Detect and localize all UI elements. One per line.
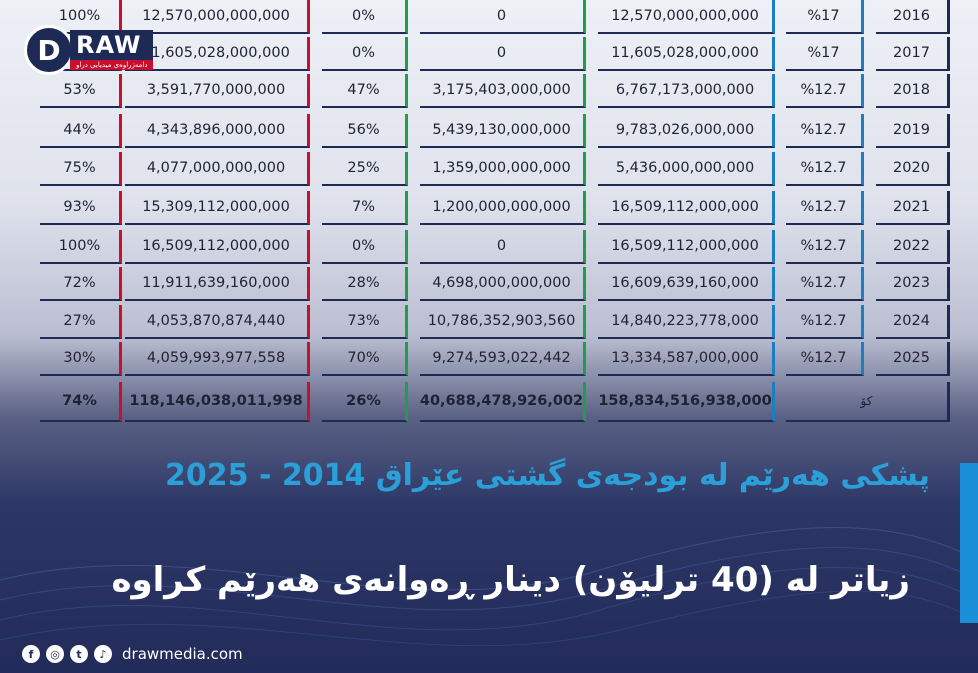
cell-region: 4,053,870,874,440 xyxy=(125,305,310,339)
cell-fed-pct: 0% xyxy=(322,230,408,264)
total-total: 158,834,516,938,000 xyxy=(598,382,775,422)
cell-fed: 3,175,403,000,000 xyxy=(420,74,586,108)
cell-region: 11,605,028,000,000 xyxy=(125,37,310,71)
cell-year: 2021 xyxy=(876,191,950,225)
cell-region-pct: 53% xyxy=(40,74,122,108)
table-row: 100% 16,509,112,000,000 0% 0 16,509,112,000,… xyxy=(0,230,978,264)
table-row: 75% 4,077,000,000,000 25% 1,359,000,000,000… xyxy=(0,152,978,186)
cell-fed: 4,698,000,000,000 xyxy=(420,267,586,301)
cell-fed-pct: 7% xyxy=(322,191,408,225)
headline-subtitle: زیاتر لە (40 ترلیۆن) دینار ڕەوانەی هەرێم… xyxy=(111,560,910,600)
table-row: 53% 3,591,770,000,000 47% 3,175,403,000,000… xyxy=(0,74,978,108)
total-region-pct: 74% xyxy=(40,382,122,422)
cell-region: 16,509,112,000,000 xyxy=(125,230,310,264)
cell-year: 2022 xyxy=(876,230,950,264)
cell-region-pct: 44% xyxy=(40,114,122,148)
cell-year: 2018 xyxy=(876,74,950,108)
total-fed: 40,688,478,926,002 xyxy=(420,382,586,422)
accent-bar xyxy=(960,463,978,623)
cell-region: 4,077,000,000,000 xyxy=(125,152,310,186)
cell-fed: 5,439,130,000,000 xyxy=(420,114,586,148)
cell-region-pct: 72% xyxy=(40,267,122,301)
table-row: 30% 4,059,993,977,558 70% 9,274,593,022,442… xyxy=(0,342,978,376)
cell-total: 16,609,639,160,000 xyxy=(598,267,775,301)
cell-rate: %12.7 xyxy=(786,191,864,225)
cell-fed-pct: 0% xyxy=(322,0,408,34)
headline-title: پشکی هەرێم لە بودجەی گشتی عێراق 2014 - 2… xyxy=(165,458,930,493)
cell-region: 3,591,770,000,000 xyxy=(125,74,310,108)
cell-total: 14,840,223,778,000 xyxy=(598,305,775,339)
cell-rate: %12.7 xyxy=(786,74,864,108)
website-link[interactable]: drawmedia.com xyxy=(122,645,243,663)
cell-rate: %12.7 xyxy=(786,152,864,186)
cell-rate: %12.7 xyxy=(786,342,864,376)
cell-fed: 1,200,000,000,000 xyxy=(420,191,586,225)
cell-fed: 10,786,352,903,560 xyxy=(420,305,586,339)
draw-logo: D RAW دامەزراوەی میدیایی دراو xyxy=(24,22,179,78)
cell-fed: 0 xyxy=(420,230,586,264)
cell-fed-pct: 0% xyxy=(322,37,408,71)
cell-fed-pct: 28% xyxy=(322,267,408,301)
cell-total: 5,436,000,000,000 xyxy=(598,152,775,186)
tiktok-icon[interactable]: ♪ xyxy=(94,645,112,663)
cell-region: 11,911,639,160,000 xyxy=(125,267,310,301)
cell-region: 15,309,112,000,000 xyxy=(125,191,310,225)
cell-fed-pct: 47% xyxy=(322,74,408,108)
total-fed-pct: 26% xyxy=(322,382,408,422)
cell-region: 12,570,000,000,000 xyxy=(125,0,310,34)
cell-rate: %12.7 xyxy=(786,114,864,148)
cell-fed: 9,274,593,022,442 xyxy=(420,342,586,376)
facebook-icon[interactable]: f xyxy=(22,645,40,663)
cell-rate: %12.7 xyxy=(786,267,864,301)
cell-fed: 1,359,000,000,000 xyxy=(420,152,586,186)
table-row: 93% 15,309,112,000,000 7% 1,200,000,000,000… xyxy=(0,191,978,225)
table-row: 100%11,605,028,000,0000%011,605,028,000,… xyxy=(0,37,978,71)
footer: f ◎ t ♪ drawmedia.com xyxy=(22,645,243,663)
logo-initial: D xyxy=(24,25,74,75)
cell-total: 16,509,112,000,000 xyxy=(598,230,775,264)
cell-fed: 0 xyxy=(420,0,586,34)
cell-rate: %17 xyxy=(786,37,864,71)
cell-rate: %17 xyxy=(786,0,864,34)
cell-total: 13,334,587,000,000 xyxy=(598,342,775,376)
cell-year: 2024 xyxy=(876,305,950,339)
twitter-icon[interactable]: t xyxy=(70,645,88,663)
cell-fed: 0 xyxy=(420,37,586,71)
cell-year: 2016 xyxy=(876,0,950,34)
cell-total: 9,783,026,000,000 xyxy=(598,114,775,148)
logo-word: RAW xyxy=(70,30,154,60)
cell-region-pct: 30% xyxy=(40,342,122,376)
cell-year: 2019 xyxy=(876,114,950,148)
logo-subtitle: دامەزراوەی میدیایی دراو xyxy=(70,60,154,70)
cell-year: 2020 xyxy=(876,152,950,186)
cell-fed-pct: 56% xyxy=(322,114,408,148)
table-row: 44% 4,343,896,000,000 56% 5,439,130,000,000… xyxy=(0,114,978,148)
total-label: کۆ xyxy=(786,382,950,422)
cell-region: 4,343,896,000,000 xyxy=(125,114,310,148)
cell-year: 2025 xyxy=(876,342,950,376)
cell-region-pct: 100% xyxy=(40,230,122,264)
cell-fed-pct: 70% xyxy=(322,342,408,376)
cell-total: 11,605,028,000,000 xyxy=(598,37,775,71)
cell-fed-pct: 73% xyxy=(322,305,408,339)
cell-fed-pct: 25% xyxy=(322,152,408,186)
cell-year: 2017 xyxy=(876,37,950,71)
cell-total: 12,570,000,000,000 xyxy=(598,0,775,34)
cell-region-pct: 27% xyxy=(40,305,122,339)
table-row: 72% 11,911,639,160,000 28% 4,698,000,000,00… xyxy=(0,267,978,301)
cell-total: 6,767,173,000,000 xyxy=(598,74,775,108)
instagram-icon[interactable]: ◎ xyxy=(46,645,64,663)
cell-region-pct: 75% xyxy=(40,152,122,186)
cell-total: 16,509,112,000,000 xyxy=(598,191,775,225)
table-row: 27% 4,053,870,874,440 73% 10,786,352,903,56… xyxy=(0,305,978,339)
cell-region: 4,059,993,977,558 xyxy=(125,342,310,376)
cell-region-pct: 93% xyxy=(40,191,122,225)
cell-rate: %12.7 xyxy=(786,230,864,264)
table-row: 100% 12,570,000,000,000 0% 0 12,570,000,000,… xyxy=(0,0,978,34)
cell-rate: %12.7 xyxy=(786,305,864,339)
total-region: 118,146,038,011,998 xyxy=(125,382,310,422)
cell-year: 2023 xyxy=(876,267,950,301)
totals-row: 74% 118,146,038,011,998 26% 40,688,478,926,… xyxy=(0,382,978,422)
